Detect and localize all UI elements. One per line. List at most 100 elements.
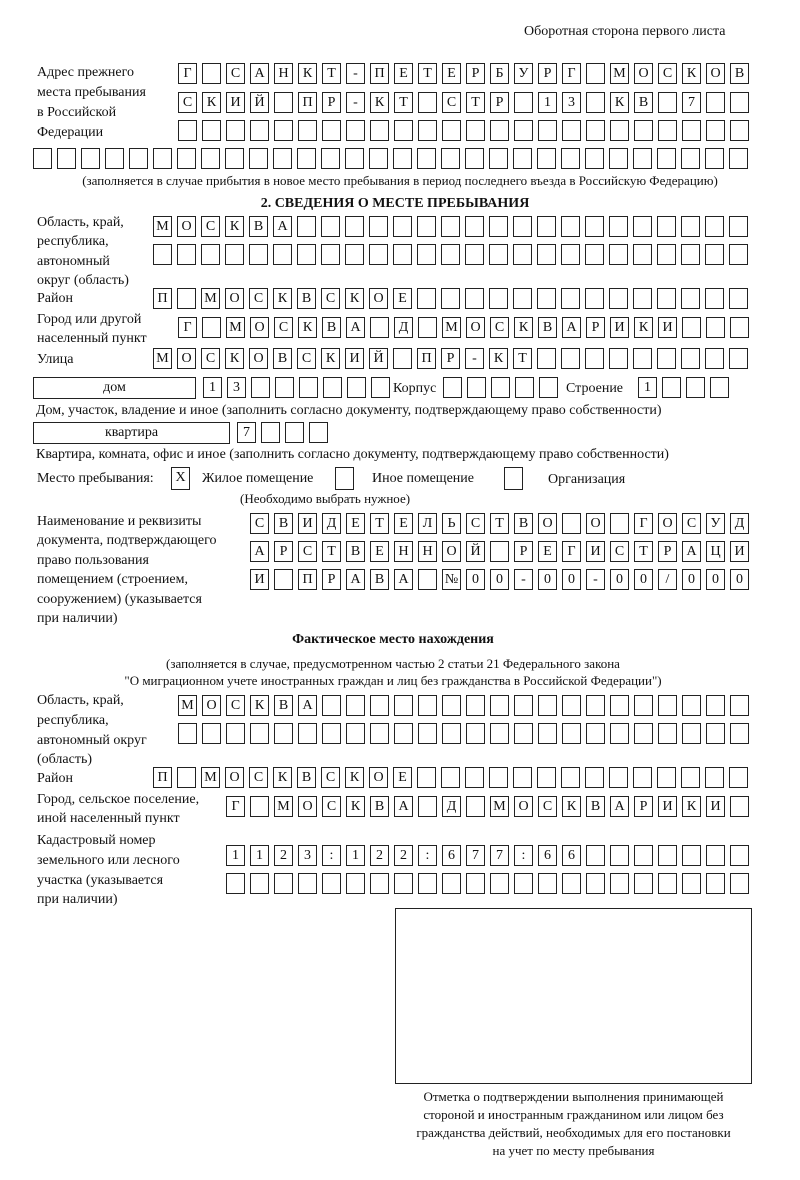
char-cell[interactable] — [538, 873, 557, 894]
char-cell[interactable] — [202, 120, 221, 141]
char-cell[interactable]: И — [250, 569, 269, 590]
char-cell[interactable] — [322, 873, 341, 894]
char-cell[interactable]: В — [586, 796, 605, 817]
char-cell[interactable] — [633, 216, 652, 237]
char-cell[interactable] — [417, 288, 436, 309]
char-cell[interactable] — [441, 767, 460, 788]
char-cell[interactable]: 0 — [730, 569, 749, 590]
char-cell[interactable] — [706, 873, 725, 894]
char-cell[interactable] — [610, 695, 629, 716]
char-cell[interactable] — [249, 244, 268, 265]
char-cell[interactable]: В — [297, 767, 316, 788]
char-cell[interactable]: М — [201, 288, 220, 309]
char-cell[interactable]: М — [226, 317, 245, 338]
char-cell[interactable] — [706, 317, 725, 338]
char-cell[interactable]: И — [298, 513, 317, 534]
char-cell[interactable]: Г — [178, 63, 197, 84]
char-cell[interactable] — [561, 348, 580, 369]
char-cell[interactable] — [633, 288, 652, 309]
char-cell[interactable] — [393, 216, 412, 237]
char-cell[interactable]: М — [178, 695, 197, 716]
char-cell[interactable]: Е — [394, 513, 413, 534]
char-cell[interactable]: 6 — [538, 845, 557, 866]
char-cell[interactable] — [586, 723, 605, 744]
char-cell[interactable]: В — [346, 541, 365, 562]
char-cell[interactable] — [202, 63, 221, 84]
char-cell[interactable] — [417, 216, 436, 237]
char-cell[interactable]: С — [321, 288, 340, 309]
char-cell[interactable] — [490, 873, 509, 894]
char-cell[interactable]: С — [322, 796, 341, 817]
char-cell[interactable] — [586, 63, 605, 84]
char-cell[interactable] — [225, 244, 244, 265]
char-cell[interactable] — [633, 348, 652, 369]
char-cell[interactable] — [418, 723, 437, 744]
char-cell[interactable] — [466, 723, 485, 744]
char-cell[interactable]: К — [225, 216, 244, 237]
char-cell[interactable]: М — [442, 317, 461, 338]
char-cell[interactable] — [370, 695, 389, 716]
char-cell[interactable] — [347, 377, 366, 398]
char-cell[interactable]: Т — [370, 513, 389, 534]
char-cell[interactable]: / — [658, 569, 677, 590]
char-cell[interactable] — [250, 873, 269, 894]
char-cell[interactable]: П — [298, 92, 317, 113]
char-cell[interactable] — [201, 148, 220, 169]
char-cell[interactable]: - — [346, 63, 365, 84]
char-cell[interactable] — [585, 288, 604, 309]
char-cell[interactable] — [681, 348, 700, 369]
char-cell[interactable] — [634, 873, 653, 894]
char-cell[interactable]: К — [489, 348, 508, 369]
char-cell[interactable]: В — [538, 317, 557, 338]
char-cell[interactable] — [610, 513, 629, 534]
char-cell[interactable]: Р — [490, 92, 509, 113]
char-cell[interactable] — [658, 845, 677, 866]
char-cell[interactable]: Л — [418, 513, 437, 534]
char-cell[interactable] — [369, 244, 388, 265]
char-cell[interactable] — [489, 148, 508, 169]
char-cell[interactable]: О — [442, 541, 461, 562]
char-cell[interactable]: Б — [490, 63, 509, 84]
char-cell[interactable] — [153, 244, 172, 265]
char-cell[interactable] — [322, 695, 341, 716]
char-cell[interactable]: В — [730, 63, 749, 84]
char-cell[interactable]: Р — [274, 541, 293, 562]
char-cell[interactable] — [225, 148, 244, 169]
char-cell[interactable] — [658, 695, 677, 716]
char-cell[interactable] — [514, 723, 533, 744]
char-cell[interactable] — [681, 288, 700, 309]
char-cell[interactable] — [633, 244, 652, 265]
char-cell[interactable]: А — [250, 63, 269, 84]
char-cell[interactable] — [418, 317, 437, 338]
char-cell[interactable] — [562, 873, 581, 894]
char-cell[interactable] — [298, 120, 317, 141]
char-cell[interactable]: О — [466, 317, 485, 338]
char-cell[interactable]: А — [346, 317, 365, 338]
char-cell[interactable]: А — [394, 569, 413, 590]
char-cell[interactable] — [561, 244, 580, 265]
char-cell[interactable]: Д — [442, 796, 461, 817]
char-cell[interactable] — [710, 377, 729, 398]
char-cell[interactable]: Д — [730, 513, 749, 534]
char-cell[interactable]: К — [682, 63, 701, 84]
organization-checkbox[interactable] — [504, 467, 523, 490]
char-cell[interactable]: И — [226, 92, 245, 113]
char-cell[interactable] — [394, 723, 413, 744]
char-cell[interactable] — [345, 148, 364, 169]
char-cell[interactable]: М — [153, 348, 172, 369]
char-cell[interactable] — [705, 244, 724, 265]
char-cell[interactable] — [177, 148, 196, 169]
char-cell[interactable]: Т — [490, 513, 509, 534]
char-cell[interactable] — [513, 148, 532, 169]
char-cell[interactable]: 3 — [298, 845, 317, 866]
char-cell[interactable] — [249, 148, 268, 169]
char-cell[interactable] — [705, 148, 724, 169]
char-cell[interactable]: О — [177, 216, 196, 237]
char-cell[interactable]: О — [586, 513, 605, 534]
char-cell[interactable] — [562, 120, 581, 141]
char-cell[interactable]: Г — [562, 63, 581, 84]
char-cell[interactable] — [369, 216, 388, 237]
char-cell[interactable] — [515, 377, 534, 398]
char-cell[interactable] — [682, 120, 701, 141]
char-cell[interactable] — [33, 148, 52, 169]
